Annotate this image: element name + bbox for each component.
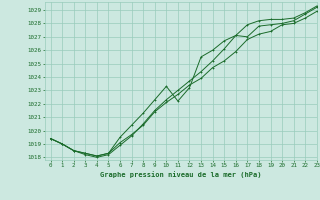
X-axis label: Graphe pression niveau de la mer (hPa): Graphe pression niveau de la mer (hPa) bbox=[100, 171, 261, 178]
